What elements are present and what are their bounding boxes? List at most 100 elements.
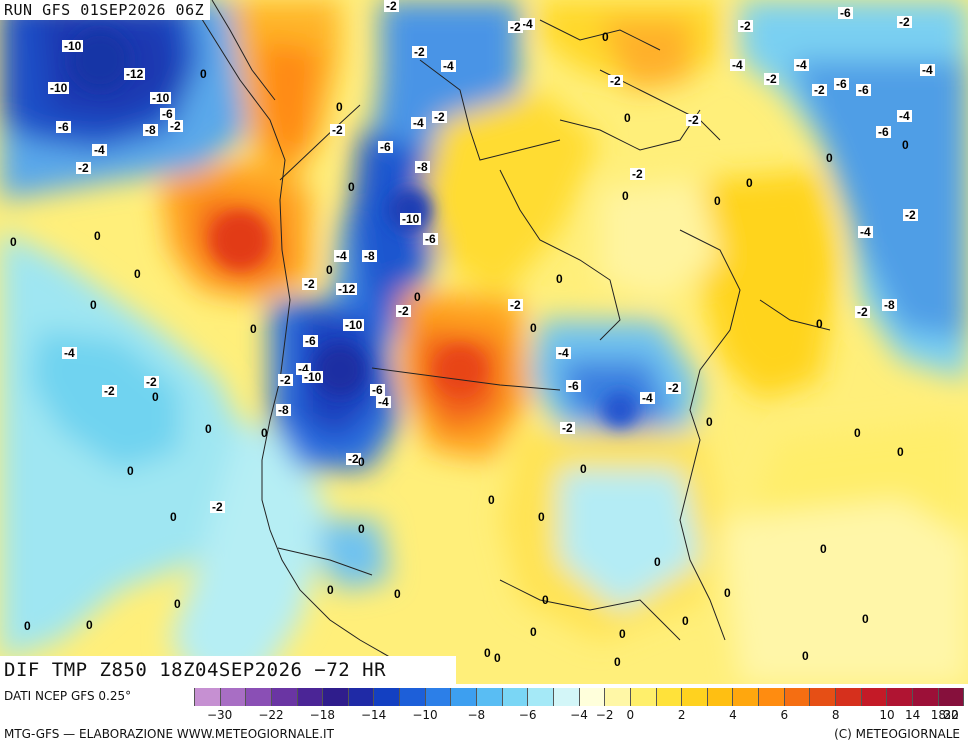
color-scale-swatch: [553, 688, 580, 706]
contour-label: -6: [876, 125, 891, 139]
contour-label: 0: [580, 462, 587, 476]
contour-label: -2: [764, 72, 779, 86]
variable-title: DIF TMP Z850 18Z04SEP2026 −72 HR: [0, 656, 456, 684]
color-scale-swatch: [682, 688, 708, 706]
contour-label: 0: [358, 455, 365, 469]
contour-label: 0: [802, 649, 809, 663]
copyright-label: (C) METEOGIORNALE: [834, 727, 960, 741]
contour-label: -4: [62, 346, 77, 360]
contour-label: -4: [411, 116, 426, 130]
contour-label: 0: [327, 583, 334, 597]
contour-label: 0: [200, 67, 207, 81]
contour-label: -8: [276, 403, 291, 417]
color-scale-ticks: −30 −22 −18 −14 −10 −8 −6 −4 −2 0 2 4 6 8 10 14 18 22 30: [194, 708, 964, 724]
contour-label: 0: [90, 298, 97, 312]
contour-label: -6: [423, 232, 438, 246]
contour-label: 0: [538, 510, 545, 524]
contour-label: 0: [746, 176, 753, 190]
color-scale-swatch: [605, 688, 631, 706]
contour-label: 0: [619, 627, 626, 641]
color-scale-swatch: [477, 688, 503, 706]
contour-label: 0: [706, 415, 713, 429]
contour-label: -4: [640, 391, 655, 405]
contour-label: 0: [862, 612, 869, 626]
color-scale-tick-label: −8: [467, 708, 486, 722]
contour-label: 0: [336, 100, 343, 114]
contour-label: 0: [86, 618, 93, 632]
map-canvas: [0, 0, 968, 684]
contour-label: 0: [820, 542, 827, 556]
contour-label: 0: [348, 180, 355, 194]
contour-label: 0: [152, 390, 159, 404]
run-title: RUN GFS 01SEP2026 06Z: [0, 0, 211, 20]
color-scale-swatch: [374, 688, 401, 706]
contour-label: 0: [897, 445, 904, 459]
color-scale-tick-label: −14: [360, 708, 387, 722]
contour-label: 0: [854, 426, 861, 440]
color-scale-tick-label: 18: [930, 708, 946, 722]
contour-label: -2: [412, 45, 427, 59]
contour-label: -2: [168, 119, 183, 133]
contour-label: 0: [488, 493, 495, 507]
contour-label: 0: [530, 625, 537, 639]
color-scale-swatch: [656, 688, 683, 706]
data-source-label: DATI NCEP GFS 0.25°: [4, 689, 132, 703]
contour-label: -6: [566, 379, 581, 393]
color-scale-swatch: [400, 688, 426, 706]
color-scale-swatch: [912, 688, 939, 706]
contour-label: -8: [362, 249, 377, 263]
contour-label: -2: [384, 0, 399, 13]
contour-label: -6: [856, 83, 871, 97]
color-scale-swatch: [836, 688, 862, 706]
contour-label: -4: [376, 395, 391, 409]
contour-label: -2: [686, 113, 701, 127]
color-scale-swatch: [579, 688, 606, 706]
color-scale-swatch: [784, 688, 811, 706]
contour-label: -2: [903, 208, 918, 222]
contour-label: -6: [834, 77, 849, 91]
color-scale-tick-label: −10: [412, 708, 438, 722]
color-scale-bar: [194, 688, 965, 706]
color-scale-swatch: [938, 688, 965, 706]
contour-label: -4: [92, 143, 107, 157]
contour-label: -4: [520, 17, 535, 31]
color-scale-tick-label: −30: [206, 708, 233, 722]
anomaly-detail: [70, 30, 638, 428]
contour-label: -2: [855, 305, 870, 319]
color-scale-swatch: [528, 688, 554, 706]
contour-label: -4: [556, 346, 571, 360]
color-scale-tick-label: 6: [780, 708, 789, 722]
contour-label: -2: [560, 421, 575, 435]
contour-label: -4: [334, 249, 349, 263]
color-scale-swatch: [707, 688, 734, 706]
color-scale-tick-label: 2: [677, 708, 686, 722]
contour-label: -2: [346, 452, 361, 466]
contour-label: -2: [812, 83, 827, 97]
color-scale-tick-label: 22: [943, 708, 959, 722]
contour-label: 0: [556, 272, 563, 286]
temperature-anomaly-map: -10 -10 -12 -10 -6 -8 -2 -6 -4 -2 -2 -4 …: [0, 0, 968, 684]
color-scale-tick-label: −2: [595, 708, 614, 722]
color-scale-swatch: [861, 688, 888, 706]
contour-label: -2: [302, 277, 317, 291]
contour-label: -4: [920, 63, 935, 77]
contour-label: -6: [56, 120, 71, 134]
color-scale-tick-label: 8: [831, 708, 840, 722]
color-scale-tick-label: −4: [570, 708, 588, 722]
contour-label: -8: [882, 298, 897, 312]
contour-label: 0: [724, 586, 731, 600]
contour-label: 0: [261, 426, 268, 440]
contour-label: -6: [370, 383, 385, 397]
contour-label: 0: [250, 322, 257, 336]
anomaly-field: [0, 0, 968, 684]
contour-label: -2: [144, 375, 159, 389]
contour-label: -8: [143, 123, 158, 137]
color-scale-swatch: [759, 688, 785, 706]
contour-label: -10: [48, 81, 70, 95]
contour-label: 0: [530, 321, 537, 335]
color-scale-swatch: [297, 688, 324, 706]
contour-label: -2: [666, 381, 681, 395]
contour-label: -2: [738, 19, 753, 33]
contour-label: -2: [396, 304, 411, 318]
contour-label: -2: [508, 20, 523, 34]
